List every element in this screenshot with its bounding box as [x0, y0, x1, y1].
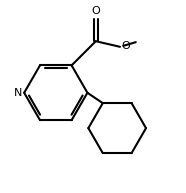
Text: N: N: [14, 88, 23, 98]
Text: O: O: [121, 41, 130, 51]
Text: O: O: [91, 6, 100, 16]
